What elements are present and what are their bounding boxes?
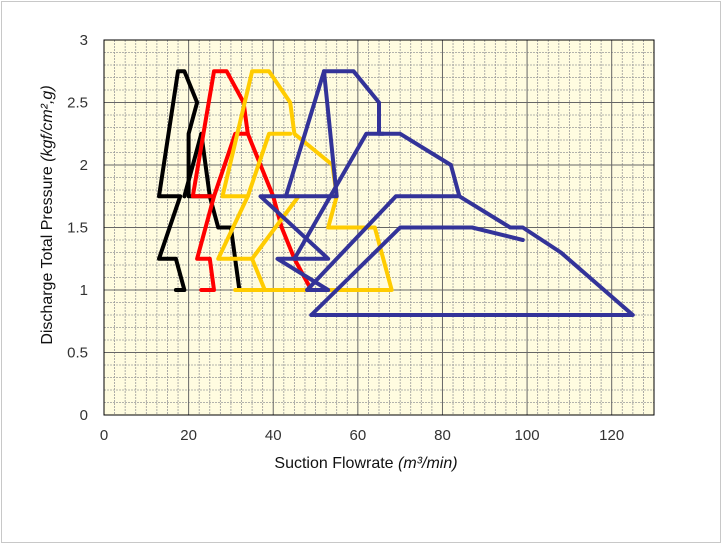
y-tick-label: 0.5 <box>67 345 88 362</box>
y-axis-unit: (kgf/cm²,g) <box>39 85 56 161</box>
x-tick-label: 80 <box>434 427 451 444</box>
series-line-8 <box>258 69 635 317</box>
x-axis-unit: (m³/min) <box>398 455 458 472</box>
x-tick-label: 120 <box>599 427 624 444</box>
series-line-5 <box>216 69 394 292</box>
y-tick-label: 2 <box>80 157 88 174</box>
series-line-7 <box>250 194 301 261</box>
y-tick-label: 1.5 <box>67 220 88 237</box>
x-tick-label: 60 <box>350 427 367 444</box>
series-line-11 <box>305 194 462 292</box>
y-tick-label: 0 <box>80 407 88 424</box>
series-line-1 <box>157 69 242 292</box>
y-axis-label: Discharge Total Pressure (kgf/cm²,g) <box>39 85 56 344</box>
x-tick-label: 40 <box>265 427 282 444</box>
series-line-6 <box>245 131 293 199</box>
y-tick-label: 2.5 <box>67 95 88 112</box>
series-line-9 <box>283 69 326 199</box>
y-axis-label-text: Discharge Total Pressure <box>39 166 56 345</box>
series-line-10 <box>292 131 386 261</box>
series-line-12 <box>309 225 525 317</box>
x-tick-label: 100 <box>515 427 540 444</box>
y-tick-label: 1 <box>80 282 88 299</box>
x-tick-label: 0 <box>100 427 108 444</box>
x-axis-label-text: Suction Flowrate <box>274 455 393 472</box>
x-tick-label: 20 <box>180 427 197 444</box>
series-line-4 <box>212 131 250 199</box>
series-layer <box>157 69 635 317</box>
x-axis-label: Suction Flowrate (m³/min) <box>274 455 457 472</box>
series-line-2 <box>182 131 212 199</box>
plot-border <box>103 39 655 416</box>
x-tick-labels: 0 20 40 60 80 100 120 <box>100 427 624 444</box>
y-tick-label: 3 <box>80 32 88 49</box>
y-tick-labels: 0 0.5 1 1.5 2 2.5 3 <box>67 32 88 424</box>
